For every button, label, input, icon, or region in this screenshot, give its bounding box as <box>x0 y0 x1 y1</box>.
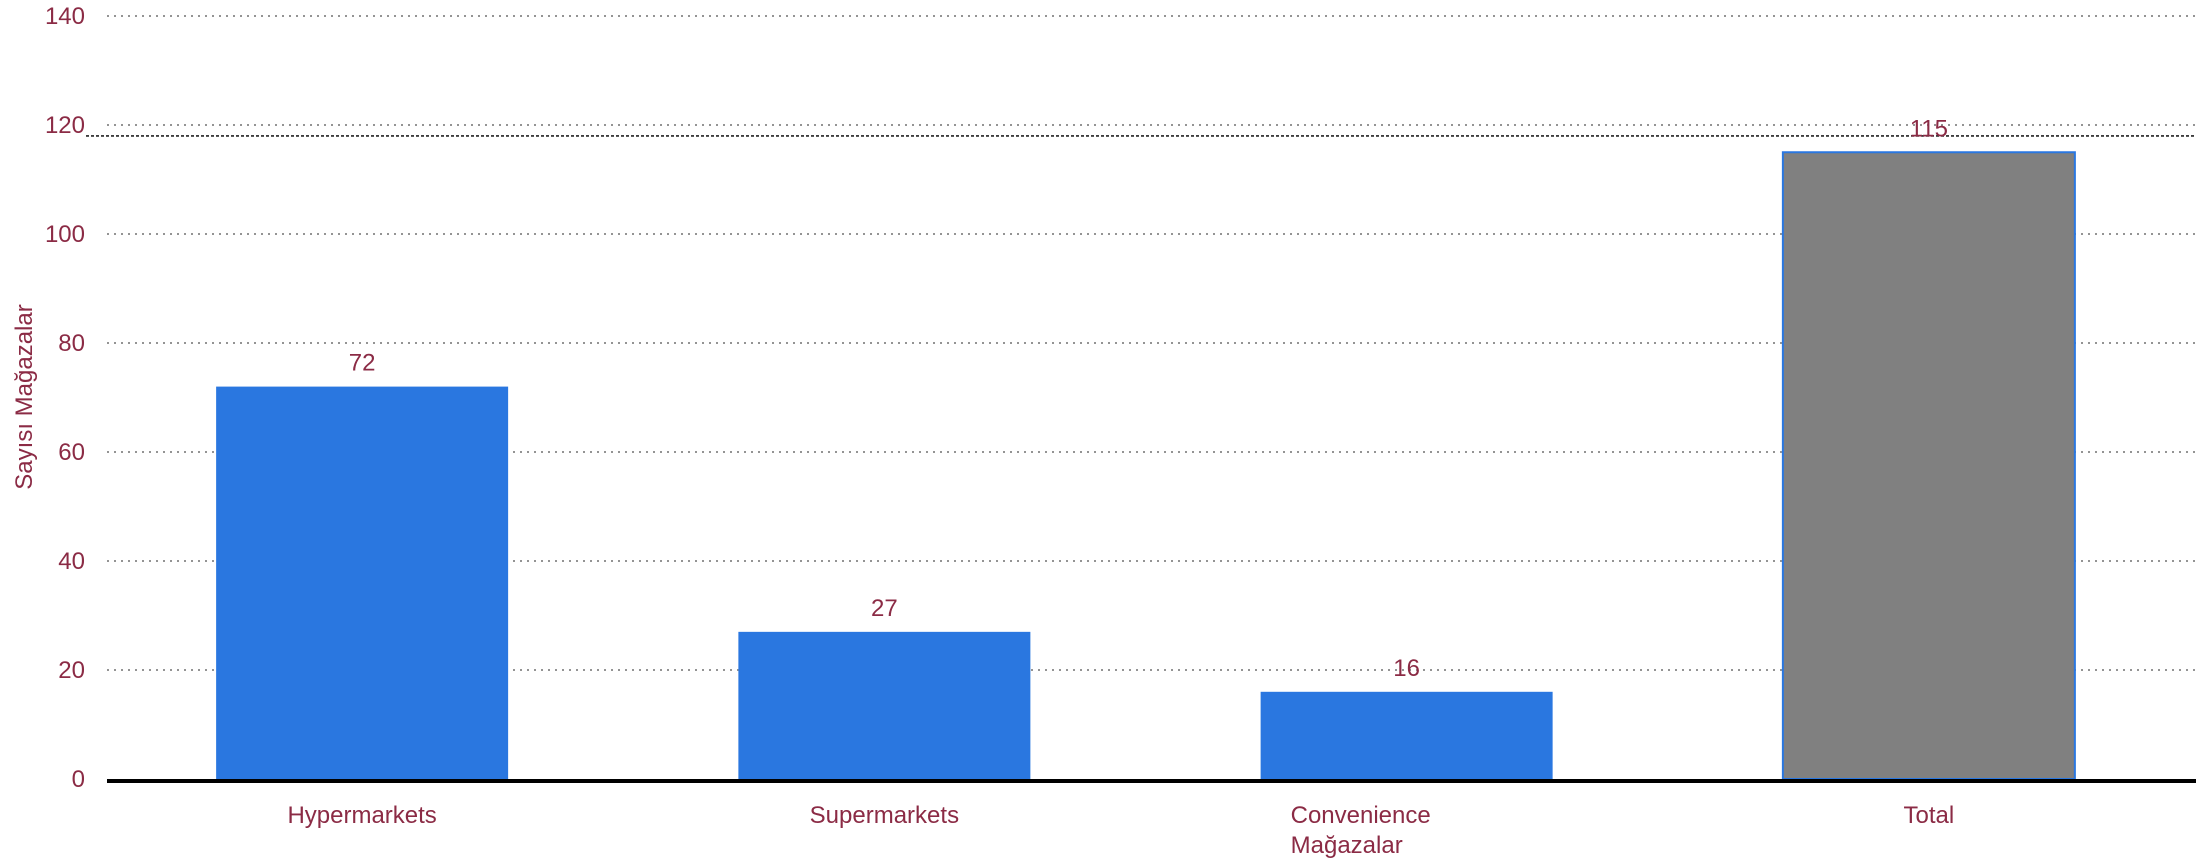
data-label-1: 27 <box>871 595 898 622</box>
y-tick-label-0: 0 <box>72 766 85 793</box>
y-tick-label-40: 40 <box>58 548 85 575</box>
bars <box>216 151 2076 780</box>
y-tick-label-120: 120 <box>45 112 85 139</box>
y-axis-title: Sayısı Mağazalar <box>11 304 38 489</box>
gridlines <box>86 15 2196 671</box>
x-tick-label-1: Supermarkets <box>810 802 959 829</box>
bar-1 <box>738 631 1031 779</box>
y-tick-label-140: 140 <box>45 3 85 30</box>
data-labels: 72 27 16 115 <box>349 115 1948 682</box>
bar-0 <box>216 386 509 779</box>
y-tick-label-60: 60 <box>58 439 85 466</box>
y-tick-label-100: 100 <box>45 221 85 248</box>
data-label-0: 72 <box>349 350 376 377</box>
y-tick-label-20: 20 <box>58 657 85 684</box>
x-tick-label-3: Total <box>1904 802 1955 829</box>
y-tick-label-80: 80 <box>58 330 85 357</box>
data-label-2: 16 <box>1393 655 1420 682</box>
x-tick-label-0: Hypermarkets <box>287 802 436 829</box>
data-label-3: 115 <box>1910 115 1948 142</box>
axes: 0 20 40 60 80 100 120 140 Hypermarkets Supermarke… <box>45 3 2196 859</box>
bar-2 <box>1260 691 1553 779</box>
bar-3 <box>1781 151 2076 780</box>
x-tick-label-2: Convenience Mağazalar <box>1291 802 1431 859</box>
